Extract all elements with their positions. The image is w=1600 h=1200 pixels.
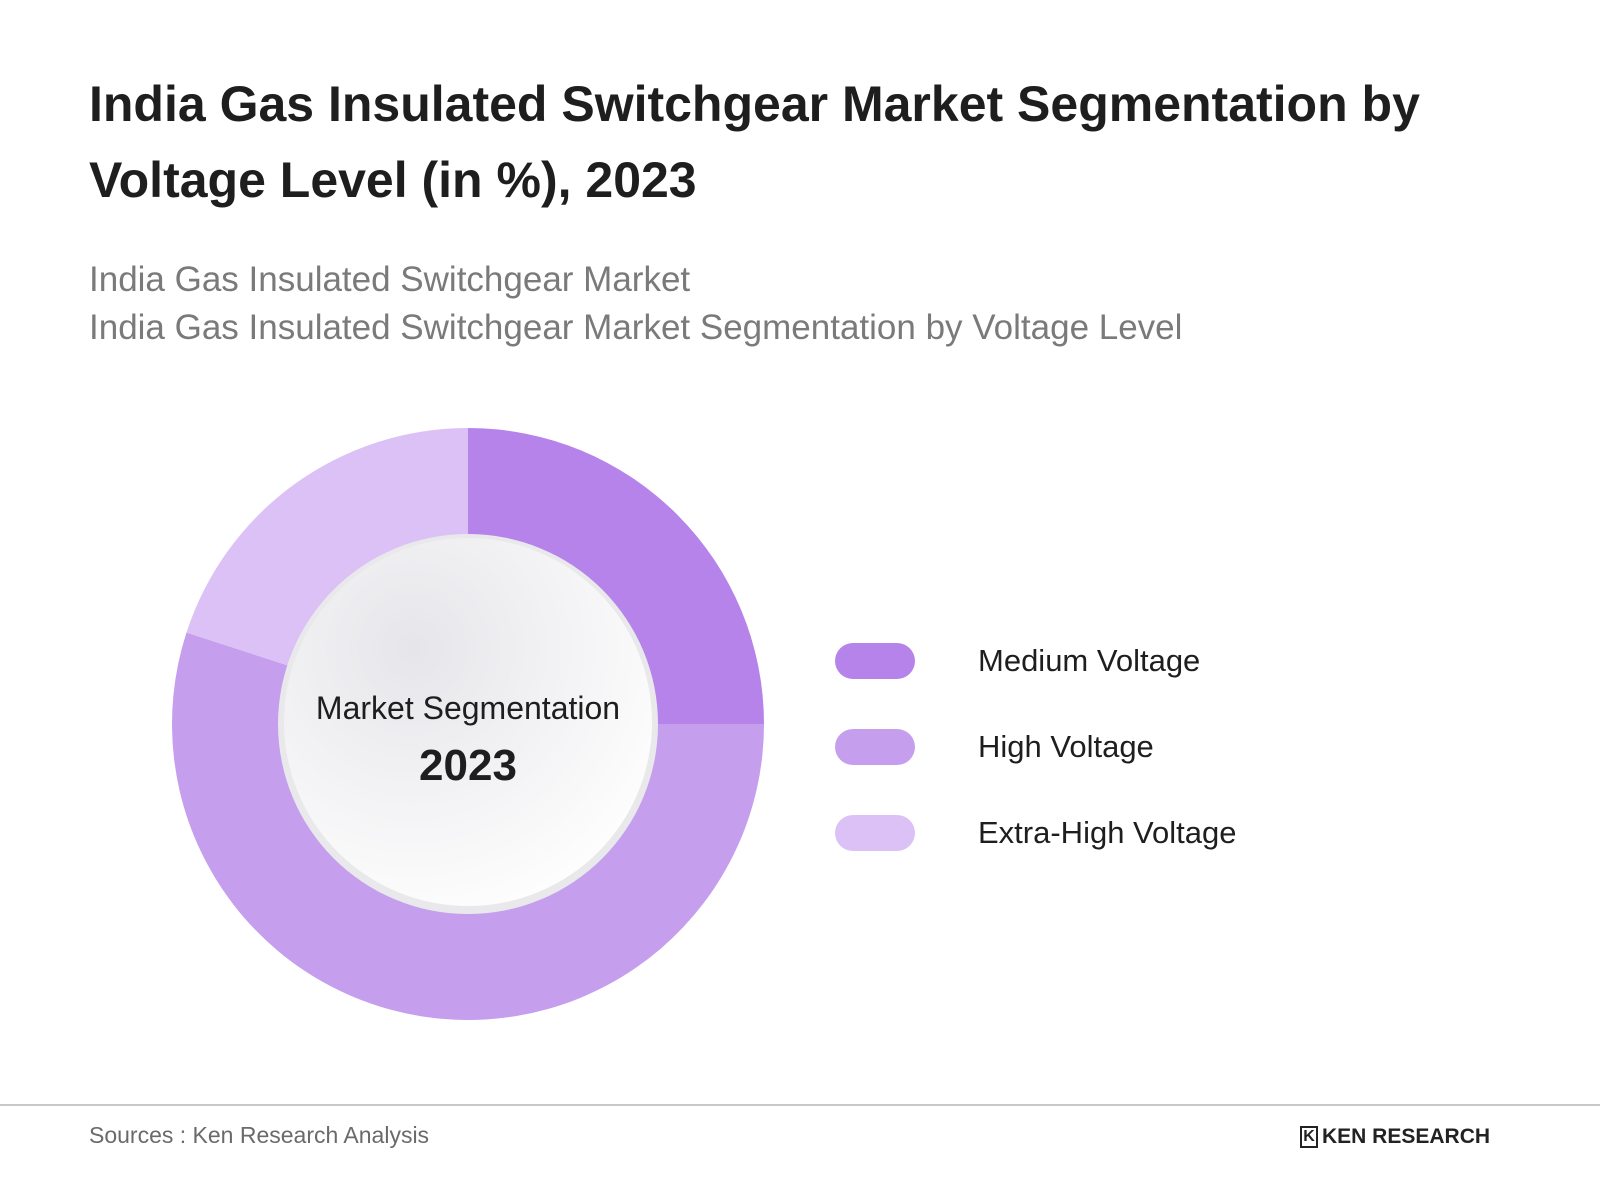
legend-label: High Voltage (978, 729, 1154, 764)
footer-divider (0, 1104, 1600, 1106)
center-value: 2023 (419, 741, 517, 790)
legend: Medium Voltage High Voltage Extra-High V… (835, 618, 1236, 876)
legend-item-high-voltage: High Voltage (835, 704, 1236, 790)
center-label: Market Segmentation (316, 690, 620, 726)
legend-swatch (835, 643, 915, 679)
legend-item-medium-voltage: Medium Voltage (835, 618, 1236, 704)
source-note: Sources : Ken Research Analysis (89, 1122, 430, 1148)
donut-chart: Market Segmentation 2023 (171, 428, 764, 1021)
logo-text: KEN RESEARCH (1322, 1125, 1491, 1148)
ken-research-logo: K KEN RESEARCH (1300, 1125, 1490, 1149)
legend-swatch (835, 815, 915, 851)
logo-mark-icon: K (1300, 1126, 1318, 1148)
chart-title: India Gas Insulated Switchgear Market Se… (89, 76, 1420, 208)
subtitle-line-1: India Gas Insulated Switchgear Market (89, 260, 691, 299)
legend-label: Medium Voltage (978, 643, 1201, 678)
center-circle (284, 538, 652, 906)
subtitle-line-2: India Gas Insulated Switchgear Market Se… (89, 308, 1183, 347)
legend-label: Extra-High Voltage (978, 815, 1237, 850)
legend-swatch (835, 729, 915, 765)
legend-item-extra-high-voltage: Extra-High Voltage (835, 790, 1236, 876)
